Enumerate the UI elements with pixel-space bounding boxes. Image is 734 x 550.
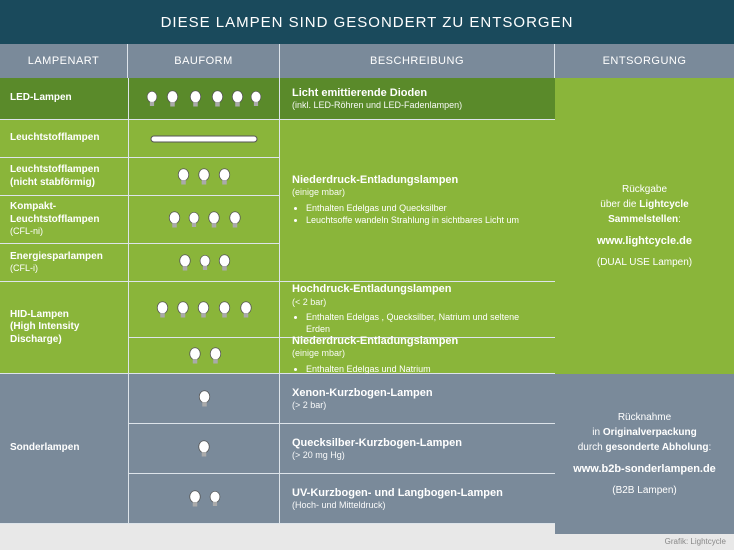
right-panel: ENTSORGUNG Rückgabeüber die Lightcycle S… — [555, 44, 734, 534]
infographic-page: DIESE LAMPEN SIND GESONDERT ZU ENTSORGEN… — [0, 0, 734, 550]
cell-bauform — [128, 424, 280, 474]
cell-bauform — [128, 78, 280, 120]
cell-beschreibung: Xenon-Kurzbogen-Lampen(> 2 bar) — [280, 374, 555, 424]
cell-lampenart: Sonderlampen — [0, 374, 128, 524]
lamp-icon — [216, 301, 233, 319]
lamp-icon — [198, 254, 212, 272]
header-disposal: ENTSORGUNG — [555, 44, 734, 78]
cell-lampenart: Leuchtstofflampen(nicht stabförmig) — [0, 158, 128, 196]
cell-bauform — [128, 338, 280, 374]
cell-beschreibung: Quecksilber-Kurzbogen-Lampen(> 20 mg Hg) — [280, 424, 555, 474]
lamp-icon — [154, 301, 171, 319]
lamp-icon — [208, 347, 223, 365]
cell-beschreibung: Licht emittierende Dioden(inkl. LED-Röhr… — [280, 78, 555, 120]
cell-bauform — [128, 474, 280, 524]
table-body: LED-LampenLeuchtstofflampenLeuchtstoffla… — [0, 78, 555, 524]
disposal-block: Rückgabeüber die Lightcycle Sammelstelle… — [555, 78, 734, 374]
lamp-icon — [237, 301, 255, 319]
table-header-row: LAMPENART BAUFORM BESCHREIBUNG — [0, 44, 555, 78]
page-title: DIESE LAMPEN SIND GESONDERT ZU ENTSORGEN — [0, 0, 734, 44]
lamp-icon — [227, 211, 243, 229]
lamp-icon — [163, 90, 182, 108]
lamp-icon — [175, 301, 191, 319]
lamp-icon — [209, 90, 226, 108]
credit-line: Grafik: Lightcycle — [665, 537, 726, 546]
lamp-icon — [205, 211, 223, 229]
lamp-icon — [145, 90, 159, 108]
lamp-icon — [186, 490, 204, 508]
table-grid: LED-LampenLeuchtstofflampenLeuchtstoffla… — [0, 78, 555, 524]
lamp-icon — [175, 168, 192, 186]
left-table: LAMPENART BAUFORM BESCHREIBUNG LED-Lampe… — [0, 44, 555, 534]
header-desc: BESCHREIBUNG — [280, 44, 555, 78]
lamp-icon — [208, 490, 222, 508]
lamp-icon — [176, 254, 194, 272]
cell-bauform — [128, 120, 280, 158]
header-type: LAMPENART — [0, 44, 128, 78]
disposal-body: Rückgabeüber die Lightcycle Sammelstelle… — [555, 78, 734, 534]
cell-beschreibung: UV-Kurzbogen- und Langbogen-Lampen(Hoch-… — [280, 474, 555, 524]
cell-bauform — [128, 374, 280, 424]
cell-beschreibung: Niederdruck-Entladungslampen(einige mbar… — [280, 120, 555, 282]
cell-bauform — [128, 158, 280, 196]
lamp-icon — [149, 134, 259, 144]
cell-lampenart: HID-Lampen(High IntensityDischarge) — [0, 282, 128, 374]
lamp-icon — [195, 390, 214, 408]
lamp-icon — [249, 90, 263, 108]
lamp-icon — [195, 301, 212, 319]
cell-bauform — [128, 282, 280, 338]
cell-beschreibung: Hochdruck-Entladungslampen(< 2 bar)Entha… — [280, 282, 555, 338]
disposal-block: Rücknahmein Originalverpackungdurch geso… — [555, 374, 734, 534]
cell-beschreibung: Niederdruck-Entladungslampen(einige mbar… — [280, 338, 555, 374]
content: LAMPENART BAUFORM BESCHREIBUNG LED-Lampe… — [0, 44, 734, 534]
lamp-icon — [230, 90, 245, 108]
lamp-icon — [216, 168, 233, 186]
header-form: BAUFORM — [128, 44, 280, 78]
cell-bauform — [128, 244, 280, 282]
lamp-icon — [186, 90, 205, 108]
cell-bauform — [128, 196, 280, 244]
cell-lampenart: LED-Lampen — [0, 78, 128, 120]
lamp-icon — [186, 347, 204, 365]
cell-lampenart: Leuchtstofflampen — [0, 120, 128, 158]
cell-lampenart: Energiesparlampen(CFL-i) — [0, 244, 128, 282]
cell-lampenart: Kompakt-Leuchtstofflampen(CFL-ni) — [0, 196, 128, 244]
lamp-icon — [187, 211, 201, 229]
lamp-icon — [216, 254, 233, 272]
lamp-icon — [166, 211, 183, 229]
lamp-icon — [196, 168, 212, 186]
lamp-icon — [195, 440, 213, 458]
